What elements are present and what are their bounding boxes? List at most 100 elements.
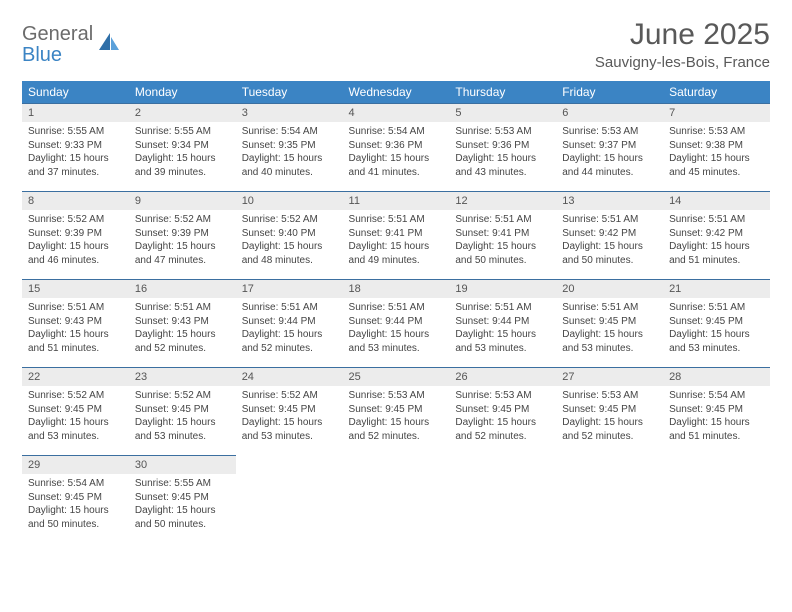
sunset-line: Sunset: 9:45 PM xyxy=(135,492,209,503)
day-body: Sunrise: 5:51 AMSunset: 9:45 PMDaylight:… xyxy=(663,298,770,359)
day-body: Sunrise: 5:54 AM Sunset: 9:36 PM Daylight:… xyxy=(343,122,450,183)
day-body: Sunrise: 5:51 AMSunset: 9:45 PMDaylight:… xyxy=(556,298,663,359)
day-body: Sunrise: 5:52 AMSunset: 9:45 PMDaylight:… xyxy=(129,386,236,447)
sunset-line: Sunset: 9:34 PM xyxy=(135,140,209,151)
daylight-line: Daylight: 15 hours and 50 minutes. xyxy=(562,241,643,266)
daylight-line: Daylight: 15 hours and 41 minutes. xyxy=(349,153,430,178)
sunset-line: Sunset: 9:45 PM xyxy=(28,404,102,415)
sunrise-line: Sunrise: 5:52 AM xyxy=(28,390,104,401)
calendar-cell: 21Sunrise: 5:51 AMSunset: 9:45 PMDayligh… xyxy=(663,280,770,368)
calendar-cell: 2Sunrise: 5:55 AMSunset: 9:34 PMDaylight… xyxy=(129,104,236,192)
calendar-cell xyxy=(236,456,343,544)
weekday-header: Saturday xyxy=(663,81,770,104)
day-number: 29 xyxy=(22,456,129,474)
calendar-cell: 18Sunrise: 5:51 AMSunset: 9:44 PMDayligh… xyxy=(343,280,450,368)
logo: General Blue xyxy=(22,18,121,66)
calendar-week-row: 1Sunrise: 5:55 AMSunset: 9:33 PMDaylight… xyxy=(22,104,770,192)
calendar-cell: 4Sunrise: 5:54 AMSunset: 9:36 PMDaylight… xyxy=(343,104,450,192)
logo-text: General Blue xyxy=(22,24,93,66)
daylight-line: Daylight: 15 hours and 52 minutes. xyxy=(349,417,430,442)
daylight-line: Daylight: 15 hours and 51 minutes. xyxy=(28,329,109,354)
sunrise-line: Sunrise: 5:52 AM xyxy=(28,214,104,225)
daylight-line: Daylight: 15 hours and 51 minutes. xyxy=(669,417,750,442)
daylight-line: Daylight: 15 hours and 53 minutes. xyxy=(562,329,643,354)
sunrise-line: Sunrise: 5:53 AM xyxy=(455,126,531,137)
sunrise-line: Sunrise: 5:51 AM xyxy=(669,302,745,313)
calendar-cell: 12Sunrise: 5:51 AMSunset: 9:41 PMDayligh… xyxy=(449,192,556,280)
header: General Blue June 2025 Sauvigny-les-Bois… xyxy=(22,18,770,71)
sunset-line: Sunset: 9:43 PM xyxy=(135,316,209,327)
sunrise-line: Sunrise: 5:54 AM xyxy=(349,126,425,137)
day-body: Sunrise: 5:53 AMSunset: 9:38 PMDaylight:… xyxy=(663,122,770,183)
daylight-line: Daylight: 15 hours and 44 minutes. xyxy=(562,153,643,178)
sunset-line: Sunset: 9:44 PM xyxy=(242,316,316,327)
day-number: 21 xyxy=(663,280,770,298)
sunrise-line: Sunrise: 5:53 AM xyxy=(455,390,531,401)
day-number: 24 xyxy=(236,368,343,386)
sunrise-line: Sunrise: 5:54 AM xyxy=(28,478,104,489)
daylight-line: Daylight: 15 hours and 53 minutes. xyxy=(349,329,430,354)
day-body: Sunrise: 5:55 AMSunset: 9:45 PMDaylight:… xyxy=(129,474,236,535)
daylight-line: Daylight: 15 hours and 53 minutes. xyxy=(455,329,536,354)
day-number: 16 xyxy=(129,280,236,298)
day-number: 17 xyxy=(236,280,343,298)
day-number: 26 xyxy=(449,368,556,386)
day-number: 20 xyxy=(556,280,663,298)
sunset-line: Sunset: 9:44 PM xyxy=(349,316,423,327)
calendar-cell: 25Sunrise: 5:53 AMSunset: 9:45 PMDayligh… xyxy=(343,368,450,456)
day-number: 23 xyxy=(129,368,236,386)
title-block: June 2025 Sauvigny-les-Bois, France xyxy=(595,18,770,71)
sunrise-line: Sunrise: 5:51 AM xyxy=(349,214,425,225)
sunset-line: Sunset: 9:44 PM xyxy=(455,316,529,327)
calendar-cell: 9Sunrise: 5:52 AMSunset: 9:39 PMDaylight… xyxy=(129,192,236,280)
calendar-cell xyxy=(663,456,770,544)
calendar-cell: 20Sunrise: 5:51 AMSunset: 9:45 PMDayligh… xyxy=(556,280,663,368)
sunrise-line: Sunrise: 5:51 AM xyxy=(455,302,531,313)
sunrise-line: Sunrise: 5:54 AM xyxy=(669,390,745,401)
sunset-line: Sunset: 9:45 PM xyxy=(135,404,209,415)
day-body: Sunrise: 5:51 AM Sunset: 9:43 PM Daylight:… xyxy=(129,298,236,359)
daylight-line: Daylight: 15 hours and 52 minutes. xyxy=(242,329,323,354)
sunrise-line: Sunrise: 5:51 AM xyxy=(135,302,211,313)
calendar-cell: 14Sunrise: 5:51 AMSunset: 9:42 PMDayligh… xyxy=(663,192,770,280)
sunrise-line: Sunrise: 5:55 AM xyxy=(135,478,211,489)
weekday-header: Monday xyxy=(129,81,236,104)
day-body: Sunrise: 5:54 AMSunset: 9:35 PMDaylight:… xyxy=(236,122,343,183)
day-number: 11 xyxy=(343,192,450,210)
calendar-cell: 19Sunrise: 5:51 AMSunset: 9:44 PMDayligh… xyxy=(449,280,556,368)
daylight-line: Daylight: 15 hours and 52 minutes. xyxy=(135,329,216,354)
day-body: Sunrise: 5:51 AMSunset: 9:42 PMDaylight:… xyxy=(663,210,770,271)
sunset-line: Sunset: 9:45 PM xyxy=(562,404,636,415)
sunset-line: Sunset: 9:35 PM xyxy=(242,140,316,151)
daylight-line: Daylight: 15 hours and 50 minutes. xyxy=(455,241,536,266)
calendar-cell: 26Sunrise: 5:53 AMSunset: 9:45 PMDayligh… xyxy=(449,368,556,456)
day-number: 28 xyxy=(663,368,770,386)
calendar-cell: 24Sunrise: 5:52 AMSunset: 9:45 PMDayligh… xyxy=(236,368,343,456)
day-number: 13 xyxy=(556,192,663,210)
calendar-cell: 30Sunrise: 5:55 AMSunset: 9:45 PMDayligh… xyxy=(129,456,236,544)
daylight-line: Daylight: 15 hours and 47 minutes. xyxy=(135,241,216,266)
calendar-cell: 6Sunrise: 5:53 AMSunset: 9:37 PMDaylight… xyxy=(556,104,663,192)
calendar-cell: 16 Sunrise: 5:51 AM Sunset: 9:43 PM Dayligh… xyxy=(129,280,236,368)
daylight-line: Daylight: 15 hours and 53 minutes. xyxy=(135,417,216,442)
calendar-cell: 29Sunrise: 5:54 AMSunset: 9:45 PMDayligh… xyxy=(22,456,129,544)
day-number: 5 xyxy=(449,104,556,122)
day-number: 25 xyxy=(343,368,450,386)
daylight-line: Daylight: 15 hours and 48 minutes. xyxy=(242,241,323,266)
sunset-line: Sunset: 9:41 PM xyxy=(349,228,423,239)
day-number: 7 xyxy=(663,104,770,122)
sunset-line: Sunset: 9:38 PM xyxy=(669,140,743,151)
daylight-line: Daylight: 15 hours and 53 minutes. xyxy=(669,329,750,354)
calendar-week-row: 15Sunrise: 5:51 AMSunset: 9:43 PMDayligh… xyxy=(22,280,770,368)
day-number: 22 xyxy=(22,368,129,386)
day-body: Sunrise: 5:53 AMSunset: 9:37 PMDaylight:… xyxy=(556,122,663,183)
day-number: 12 xyxy=(449,192,556,210)
calendar-cell: 7Sunrise: 5:53 AMSunset: 9:38 PMDaylight… xyxy=(663,104,770,192)
sunset-line: Sunset: 9:36 PM xyxy=(349,140,423,151)
day-number: 8 xyxy=(22,192,129,210)
calendar-cell: 23Sunrise: 5:52 AMSunset: 9:45 PMDayligh… xyxy=(129,368,236,456)
sunrise-line: Sunrise: 5:51 AM xyxy=(562,302,638,313)
sunset-line: Sunset: 9:39 PM xyxy=(28,228,102,239)
sunrise-line: Sunrise: 5:52 AM xyxy=(242,214,318,225)
sunrise-line: Sunrise: 5:51 AM xyxy=(669,214,745,225)
